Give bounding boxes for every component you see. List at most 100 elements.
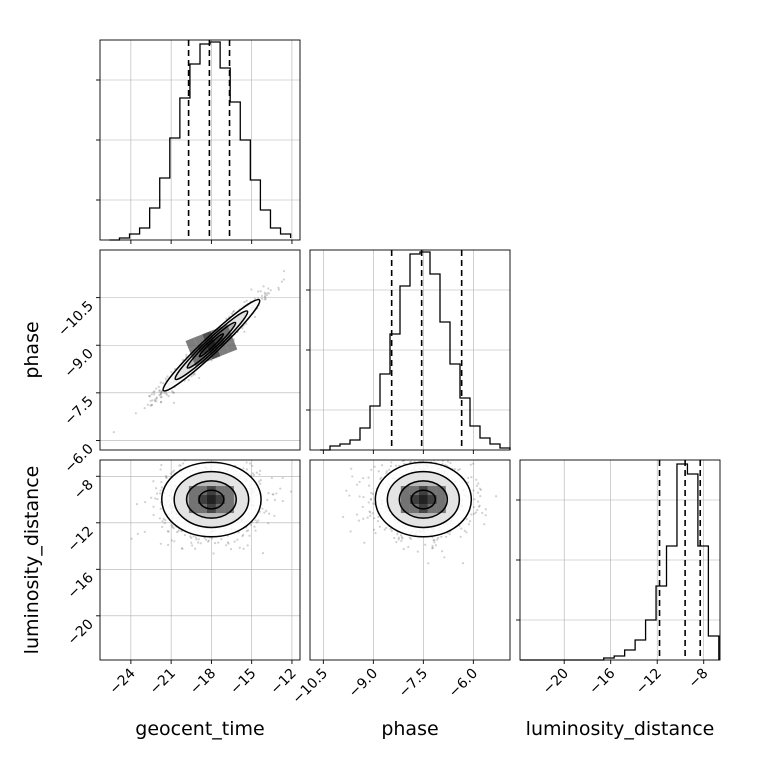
sample-point [241, 534, 244, 538]
sample-point [181, 358, 184, 362]
sample-point [190, 375, 193, 378]
sample-point [149, 399, 152, 402]
sample-point [260, 297, 264, 300]
sample-point [226, 454, 228, 456]
sample-point [214, 455, 216, 457]
sample-point [226, 541, 229, 544]
sample-point [259, 479, 262, 482]
histogram-step [320, 251, 511, 451]
xlabel-geocent_time: geocent_time [135, 718, 264, 740]
density-cell [215, 486, 225, 496]
sample-point [167, 395, 170, 398]
sample-point [181, 547, 184, 550]
sample-point [468, 520, 472, 523]
ytick-label: −8 [71, 477, 97, 503]
histogram-bar [667, 546, 677, 660]
density-cell [427, 504, 437, 514]
sample-point [369, 514, 372, 517]
sample-point [263, 511, 266, 514]
sample-point [159, 396, 163, 399]
sample-point [155, 400, 158, 403]
sample-point [266, 291, 269, 295]
sample-point [199, 454, 201, 456]
sample-point [400, 536, 404, 539]
sample-point [477, 505, 481, 508]
hist-luminosity_distance-panel: −20 −16 −12 −8 [516, 459, 721, 698]
sample-point [407, 545, 410, 548]
histogram-bar [240, 140, 250, 240]
sample-point [166, 543, 170, 547]
sample-point [238, 546, 241, 549]
sample-point [237, 531, 240, 534]
contour-line [174, 310, 249, 381]
sample-point [172, 469, 175, 472]
sample-point [377, 515, 380, 519]
histogram-bar [200, 44, 210, 240]
contour-line [410, 489, 437, 510]
sample-point [273, 498, 277, 502]
sample-point [182, 447, 184, 449]
histogram-bar [260, 210, 270, 240]
sample-point [204, 538, 208, 541]
sample-point [213, 445, 215, 447]
ylabel-phase: phase [21, 321, 43, 378]
sample-point [259, 469, 262, 472]
sample-point [433, 541, 436, 544]
xtick-label: −7.5 [396, 666, 431, 701]
sample-point [135, 502, 139, 506]
sample-point [187, 454, 189, 456]
histogram-bar [140, 228, 150, 240]
density-cell [427, 495, 437, 505]
sample-point [370, 491, 373, 495]
sample-point [229, 548, 233, 551]
sample-point [375, 455, 377, 457]
sample-point [396, 533, 399, 536]
sample-point [277, 288, 281, 291]
sample-point [164, 519, 167, 522]
sample-point [225, 317, 228, 320]
sample-point [389, 464, 393, 468]
density-cell [197, 504, 207, 514]
sample-point [377, 470, 380, 473]
contour-line [173, 470, 250, 529]
sample-point [160, 395, 163, 398]
sample-point [429, 451, 431, 453]
sample-point [151, 403, 154, 407]
sample-point [385, 526, 388, 529]
sample-point [245, 461, 248, 464]
sample-point [160, 400, 163, 403]
sample-point [369, 497, 372, 501]
sample-point [449, 461, 452, 465]
sample-point [342, 515, 345, 519]
ytick-label: −12 [65, 523, 97, 555]
sample-point [282, 270, 286, 273]
sample-point [355, 513, 359, 516]
density-cell [188, 495, 198, 505]
sample-point [199, 542, 202, 545]
contour-line [185, 480, 237, 519]
sample-point [476, 491, 480, 494]
density-cell [400, 504, 410, 514]
sample-point [217, 541, 220, 544]
sample-point [170, 523, 173, 527]
ytick-label: −9.0 [61, 346, 96, 381]
contour-line [160, 461, 262, 538]
sample-point [215, 452, 217, 454]
xtick-label: −24 [106, 665, 138, 697]
sample-point [443, 556, 446, 559]
histogram-bar [490, 444, 500, 450]
density-cell [188, 346, 201, 358]
sample-point [192, 535, 195, 538]
sample-point [163, 522, 166, 525]
sample-point [253, 315, 257, 319]
sample-point [157, 385, 160, 388]
histogram-bar [470, 426, 480, 450]
sample-point [158, 390, 161, 393]
histogram-bar [160, 178, 170, 240]
sample-point [195, 538, 198, 541]
sample-point [434, 544, 437, 547]
contour-line [198, 489, 225, 510]
histogram-bar [410, 254, 420, 450]
sample-point [465, 531, 468, 534]
sample-point [173, 540, 176, 543]
